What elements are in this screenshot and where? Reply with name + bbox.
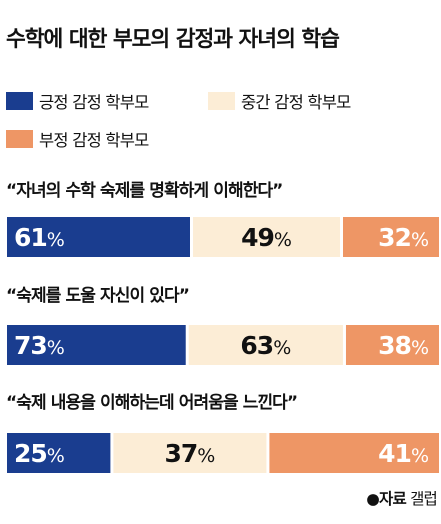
legend-item-neutral: 중간 감정 학부모 xyxy=(208,89,351,113)
legend-swatch-negative xyxy=(6,130,33,148)
source-prefix: ●자료 xyxy=(366,490,406,508)
legend-item-negative: 부정 감정 학부모 xyxy=(6,127,149,151)
data-label: 61% xyxy=(14,223,65,252)
data-label: 49% xyxy=(241,223,292,252)
data-label: 41% xyxy=(378,439,429,468)
legend-swatch-positive xyxy=(6,92,33,110)
chart-title: 수학에 대한 부모의 감정과 자녀의 학습 xyxy=(6,27,340,52)
legend-label-neutral: 중간 감정 학부모 xyxy=(241,93,351,112)
bar-segment xyxy=(345,325,439,365)
data-label: 73% xyxy=(14,331,65,360)
source-note: ●자료 갤럽 xyxy=(366,487,438,509)
legend-swatch-neutral xyxy=(208,92,235,110)
legend-item-positive: 긍정 감정 학부모 xyxy=(6,89,149,113)
data-label: 32% xyxy=(378,223,429,252)
question-label: “숙제 내용을 이해하는데 어려움을 느낀다” xyxy=(6,393,297,413)
question-label: “자녀의 수학 숙제를 명확하게 이해한다” xyxy=(6,181,282,201)
legend-label-positive: 긍정 감정 학부모 xyxy=(39,93,149,112)
bar-segment xyxy=(7,433,111,473)
data-label: 25% xyxy=(14,439,65,468)
bar-segment xyxy=(193,217,340,257)
bar-segment xyxy=(343,217,439,257)
data-label: 37% xyxy=(164,439,215,468)
bar-segment xyxy=(113,433,267,473)
bar-segment xyxy=(188,325,343,365)
data-label: 38% xyxy=(378,331,429,360)
bar-chart: “자녀의 수학 숙제를 명확하게 이해한다” 61% 49% 32% “숙제를 도울 자… xyxy=(6,181,439,473)
bar-segment xyxy=(269,433,439,473)
source-name: 갤럽 xyxy=(410,490,438,508)
bar-segment xyxy=(7,217,190,257)
legend-label-negative: 부정 감정 학부모 xyxy=(39,131,149,150)
bar-segment xyxy=(7,325,186,365)
data-label: 63% xyxy=(240,331,291,360)
question-label: “숙제를 도울 자신이 있다” xyxy=(6,286,189,306)
